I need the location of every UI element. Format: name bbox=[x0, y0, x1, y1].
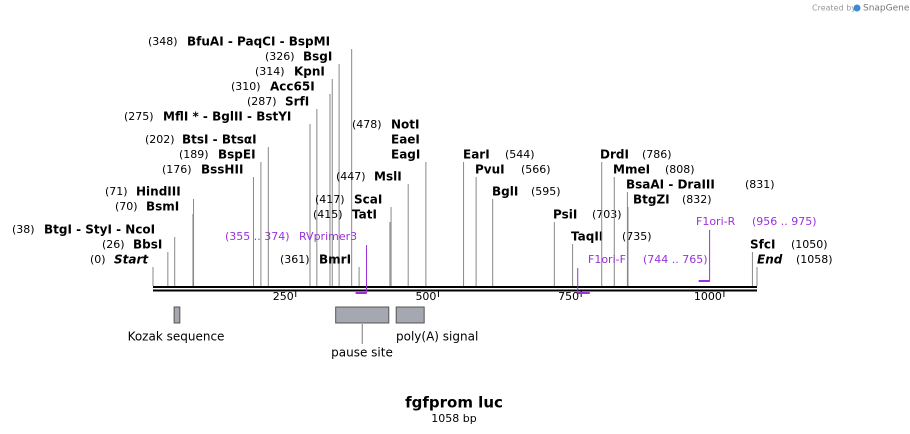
ruler-label: 500 bbox=[415, 290, 436, 303]
site-position: (0) bbox=[90, 253, 106, 266]
site-position: (189) bbox=[179, 148, 209, 161]
site-position: (417) bbox=[315, 193, 345, 206]
site-position: (735) bbox=[622, 230, 652, 243]
feature bbox=[395, 306, 425, 324]
ruler-label: 1000 bbox=[694, 290, 722, 303]
site-position: (786) bbox=[642, 148, 672, 161]
enzyme-name: BglI bbox=[492, 185, 518, 199]
site-position: (544) bbox=[505, 148, 535, 161]
site-position: (478) bbox=[352, 118, 382, 131]
site-position: (275) bbox=[124, 110, 154, 123]
enzyme-name: HindIII bbox=[136, 185, 181, 199]
site-position: (832) bbox=[682, 193, 712, 206]
feature-name: poly(A) signal bbox=[396, 330, 478, 344]
enzyme-name: BtgZI bbox=[633, 193, 670, 207]
feature-name: Kozak sequence bbox=[128, 330, 225, 344]
site-position: (703) bbox=[592, 208, 622, 221]
title: fgfprom luc bbox=[405, 394, 503, 412]
enzyme-name: DrdI bbox=[600, 148, 629, 162]
credit: Created by bbox=[812, 4, 856, 13]
enzyme-name: ScaI bbox=[354, 193, 382, 207]
enzyme-name: PsiI bbox=[553, 208, 577, 222]
enzyme-name: Acc65I bbox=[270, 80, 315, 94]
enzyme-name: BsaAI - DraIII bbox=[626, 178, 715, 192]
enzyme-name: EaeI bbox=[391, 133, 420, 147]
site-position: (361) bbox=[280, 253, 310, 266]
site-position: (26) bbox=[102, 238, 125, 251]
enzyme-name: KpnI bbox=[294, 65, 325, 79]
enzyme-name: PvuI bbox=[475, 163, 505, 177]
site-position: (71) bbox=[105, 185, 128, 198]
enzyme-name: MmeI bbox=[613, 163, 650, 177]
enzyme-name: BbsI bbox=[133, 238, 162, 252]
enzyme-name: EarI bbox=[463, 148, 490, 162]
site-position: (415) bbox=[313, 208, 343, 221]
primer-range: (355 .. 374) bbox=[225, 230, 290, 243]
site-position: (202) bbox=[145, 133, 175, 146]
primer-name: F1ori-R bbox=[696, 215, 736, 228]
site-position: (447) bbox=[336, 170, 366, 183]
enzyme-name: Start bbox=[114, 253, 149, 267]
primer-range: (956 .. 975) bbox=[752, 215, 817, 228]
site-position: (831) bbox=[745, 178, 775, 191]
site-position: (176) bbox=[162, 163, 192, 176]
enzyme-name: BssHII bbox=[201, 163, 243, 177]
subtitle: 1058 bp bbox=[431, 412, 476, 425]
enzyme-name: End bbox=[757, 253, 783, 267]
primer-leader bbox=[355, 245, 368, 294]
feature-name: pause site bbox=[331, 346, 393, 360]
site-position: (38) bbox=[12, 223, 35, 236]
site-position: (70) bbox=[115, 200, 138, 213]
brand: SnapGene bbox=[863, 4, 910, 14]
enzyme-name: BspEI bbox=[218, 148, 256, 162]
enzyme-name: TatI bbox=[352, 208, 377, 222]
enzyme-name: EagI bbox=[391, 148, 420, 162]
enzyme-name: BfuAI - PaqCI - BspMI bbox=[187, 35, 330, 49]
primer-leader bbox=[698, 230, 711, 282]
primer-name: F1ori-F bbox=[588, 253, 626, 266]
enzyme-name: BtgI - StyI - NcoI bbox=[44, 223, 155, 237]
primer-leader bbox=[577, 268, 590, 294]
enzyme-name: SrfI bbox=[285, 95, 309, 109]
primer-name: RVprimer3 bbox=[299, 230, 357, 243]
feature bbox=[335, 306, 390, 324]
enzyme-name: SfcI bbox=[750, 238, 775, 252]
primer-range: (744 .. 765) bbox=[643, 253, 708, 266]
site-position: (1050) bbox=[791, 238, 828, 251]
logo bbox=[853, 4, 861, 12]
enzyme-name: BsmI bbox=[146, 200, 179, 214]
site-position: (595) bbox=[531, 185, 561, 198]
enzyme-name: BmrI bbox=[319, 253, 351, 267]
enzyme-name: BtsI - BtsαI bbox=[182, 133, 257, 147]
enzyme-name: TaqII bbox=[571, 230, 603, 244]
site-position: (348) bbox=[148, 35, 178, 48]
ruler-label: 250 bbox=[273, 290, 294, 303]
site-position: (287) bbox=[247, 95, 277, 108]
feature bbox=[173, 306, 181, 324]
site-position: (808) bbox=[665, 163, 695, 176]
site-position: (566) bbox=[521, 163, 551, 176]
site-position: (314) bbox=[255, 65, 285, 78]
site-position: (310) bbox=[231, 80, 261, 93]
enzyme-name: BsgI bbox=[303, 50, 332, 64]
enzyme-name: MflI * - BglII - BstYI bbox=[163, 110, 291, 124]
enzyme-name: NotI bbox=[391, 118, 420, 132]
site-position: (326) bbox=[265, 50, 295, 63]
ruler-label: 750 bbox=[558, 290, 579, 303]
enzyme-name: MslI bbox=[374, 170, 402, 184]
site-position: (1058) bbox=[796, 253, 833, 266]
